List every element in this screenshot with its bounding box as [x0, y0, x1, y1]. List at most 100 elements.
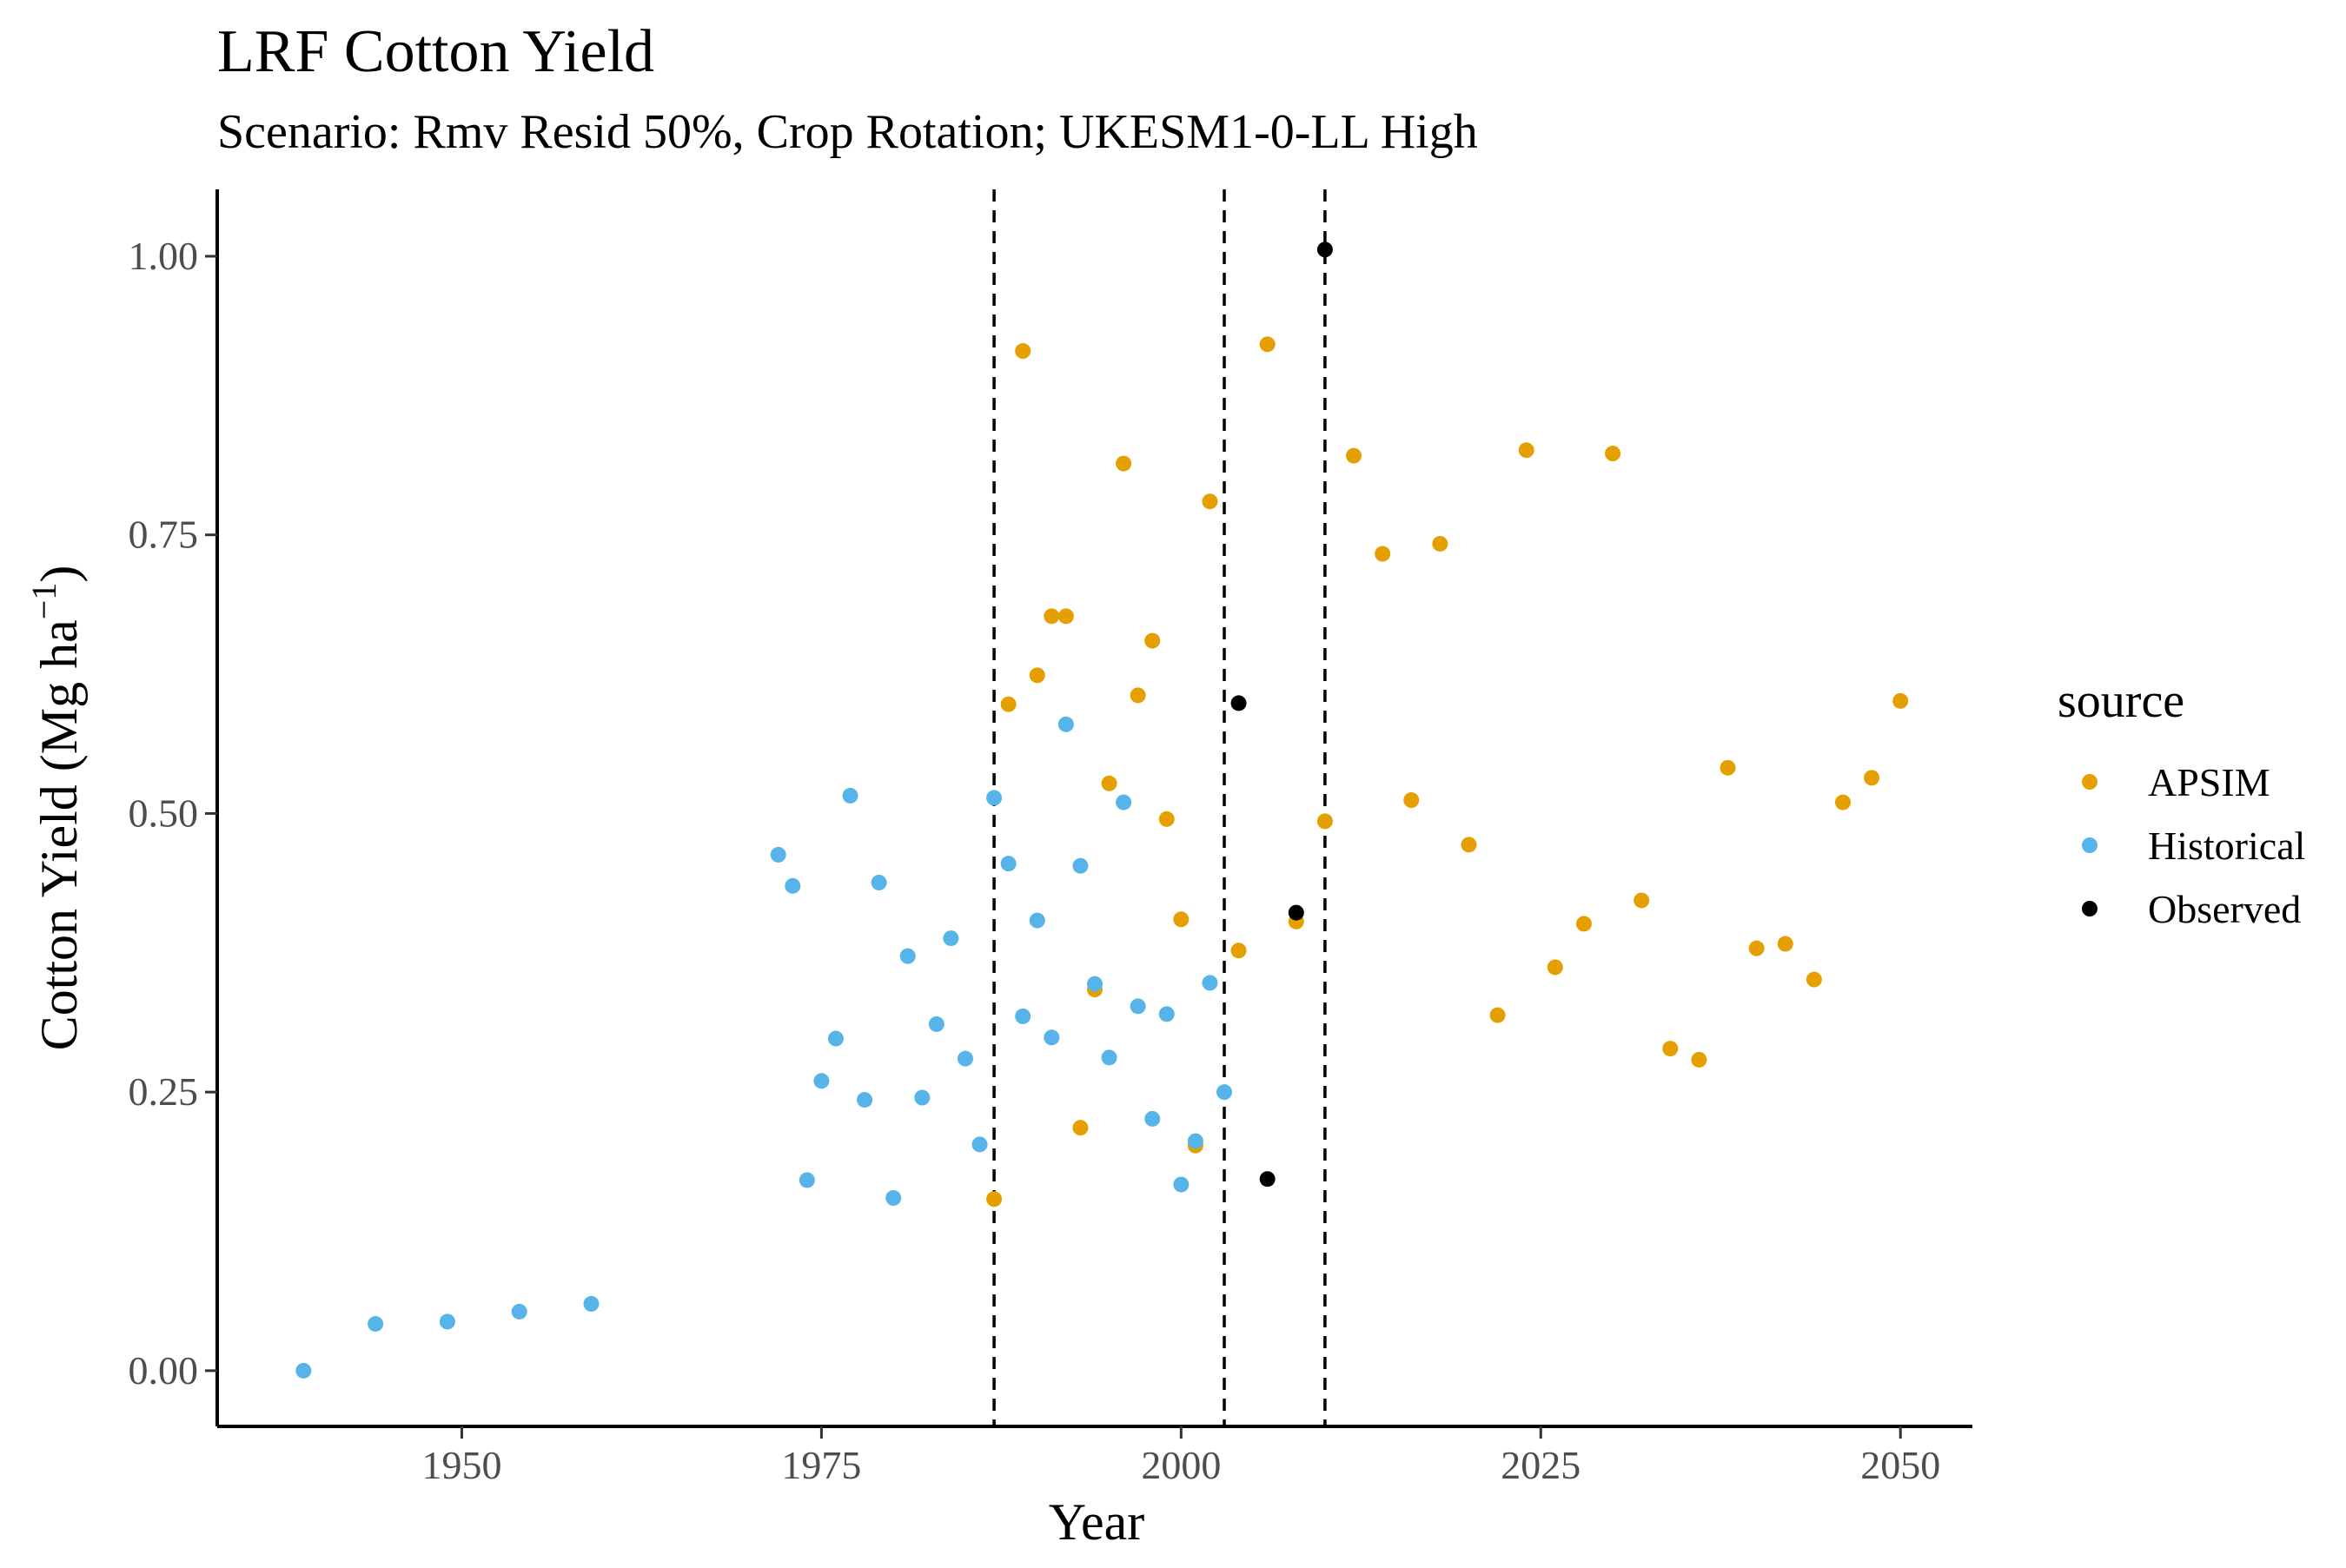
historical-point	[857, 1092, 873, 1108]
legend-label-apsim: APSIM	[2148, 760, 2270, 804]
historical-point	[871, 874, 887, 890]
historical-point	[986, 790, 1003, 806]
data-points	[295, 241, 1909, 1379]
y-tick-label: 0.50	[129, 791, 199, 835]
apsim-point	[1806, 971, 1822, 988]
historical-point	[943, 930, 959, 947]
historical-point	[928, 1016, 944, 1032]
apsim-point	[1375, 546, 1391, 562]
historical-point	[511, 1303, 527, 1320]
historical-point	[1144, 1110, 1161, 1127]
legend-key-apsim	[2082, 774, 2097, 790]
apsim-point	[1432, 535, 1448, 552]
legend-label-observed: Observed	[2148, 887, 2301, 931]
historical-point	[439, 1313, 455, 1330]
apsim-point	[1029, 667, 1045, 684]
apsim-point	[1158, 810, 1175, 827]
historical-point	[1187, 1133, 1203, 1149]
historical-point	[885, 1190, 902, 1207]
apsim-point	[1116, 455, 1132, 472]
apsim-point	[1634, 892, 1650, 909]
apsim-point	[1230, 943, 1247, 959]
y-axis-title-main: Cotton Yield (Mg ha	[30, 619, 88, 1050]
apsim-point	[1892, 692, 1909, 709]
observed-point	[1259, 1171, 1276, 1188]
apsim-point	[986, 1191, 1003, 1207]
apsim-point	[1834, 794, 1851, 810]
chart-title: LRF Cotton Yield	[217, 18, 654, 85]
apsim-point	[1461, 837, 1477, 853]
legend-label-historical: Historical	[2148, 824, 2305, 868]
legend-key-observed	[2082, 901, 2097, 916]
apsim-point	[1015, 343, 1031, 360]
historical-point	[770, 846, 786, 863]
y-tick-label: 0.00	[129, 1348, 199, 1393]
y-tick-label: 1.00	[129, 234, 199, 278]
apsim-point	[1316, 813, 1333, 830]
y-axis-ticks: 0.00 0.25 0.50 0.75 1.00	[129, 234, 217, 1393]
apsim-point	[1547, 959, 1563, 976]
y-axis-title-superscript: −1	[24, 583, 63, 620]
historical-point	[1015, 1008, 1031, 1024]
historical-point	[1044, 1029, 1060, 1046]
historical-point	[842, 787, 858, 804]
apsim-point	[1489, 1007, 1506, 1023]
y-tick-label: 0.75	[129, 513, 199, 557]
historical-point	[295, 1362, 312, 1379]
historical-point	[957, 1050, 973, 1067]
reference-lines	[992, 189, 1327, 1426]
apsim-point	[1777, 936, 1793, 952]
historical-point	[1087, 976, 1103, 992]
apsim-point	[1662, 1041, 1679, 1057]
apsim-point	[1144, 632, 1161, 649]
x-tick-label: 1950	[421, 1443, 501, 1487]
historical-point	[368, 1315, 384, 1332]
historical-point	[1057, 716, 1074, 732]
apsim-point	[1605, 446, 1621, 462]
legend: APSIM Historical Observed	[2082, 760, 2305, 931]
legend-title: source	[2058, 674, 2184, 728]
apsim-point	[1346, 447, 1362, 464]
apsim-point	[1691, 1051, 1707, 1068]
historical-point	[813, 1073, 830, 1089]
historical-point	[1116, 794, 1132, 810]
historical-point	[971, 1136, 988, 1153]
observed-point	[1230, 695, 1247, 711]
apsim-point	[1057, 608, 1074, 625]
historical-point	[1158, 1006, 1175, 1022]
x-tick-label: 1975	[781, 1443, 861, 1487]
historical-point	[1216, 1084, 1233, 1101]
y-tick-label: 0.25	[129, 1069, 199, 1114]
apsim-point	[1130, 687, 1146, 704]
x-tick-label: 2050	[1860, 1443, 1940, 1487]
apsim-point	[1072, 1120, 1089, 1136]
apsim-point	[1101, 775, 1117, 791]
historical-point	[1101, 1049, 1117, 1066]
observed-point	[1316, 241, 1333, 258]
historical-point	[827, 1030, 844, 1047]
legend-key-historical	[2082, 837, 2097, 853]
apsim-point	[1575, 916, 1592, 932]
historical-point	[785, 877, 801, 894]
y-axis-title-close: )	[30, 566, 88, 583]
apsim-point	[1202, 493, 1218, 510]
historical-point	[583, 1295, 600, 1312]
apsim-point	[1173, 911, 1190, 928]
x-axis-title: Year	[1049, 1493, 1145, 1551]
historical-point	[799, 1172, 815, 1188]
x-axis-ticks: 1950 1975 2000 2025 2050	[421, 1426, 1940, 1487]
historical-point	[914, 1089, 931, 1106]
apsim-point	[1864, 770, 1880, 786]
chart-subtitle: Scenario: Rmv Resid 50%, Crop Rotation; …	[217, 105, 1478, 159]
y-axis-title: Cotton Yield (Mg ha−1)	[24, 566, 88, 1051]
apsim-point	[1720, 759, 1736, 776]
x-tick-label: 2025	[1501, 1443, 1581, 1487]
apsim-point	[1044, 608, 1060, 625]
historical-point	[1029, 912, 1045, 929]
apsim-point	[1000, 696, 1017, 712]
historical-point	[1000, 856, 1017, 872]
historical-point	[899, 948, 916, 964]
x-tick-label: 2000	[1141, 1443, 1221, 1487]
historical-point	[1173, 1176, 1190, 1193]
